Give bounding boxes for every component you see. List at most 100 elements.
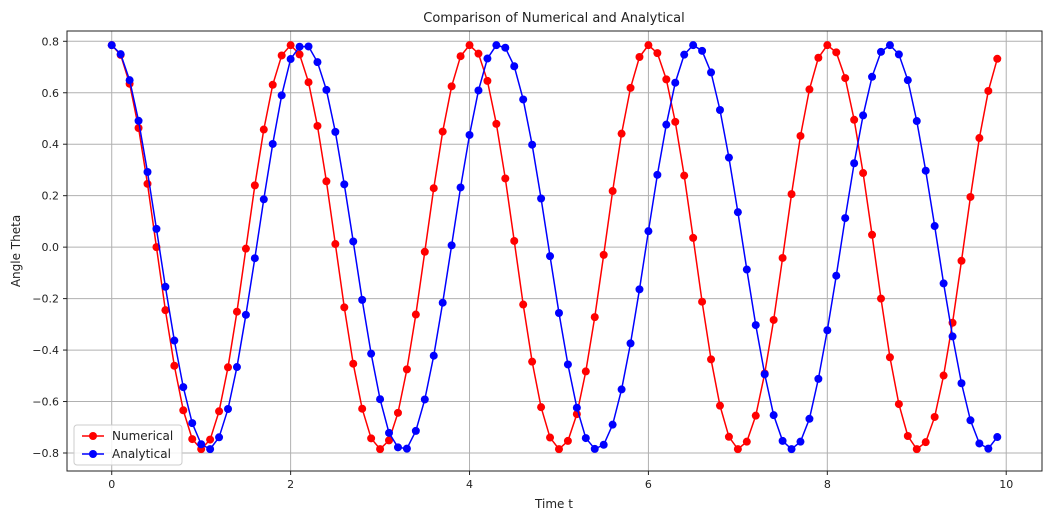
numerical-series-line bbox=[111, 44, 998, 451]
numerical-point bbox=[635, 52, 644, 61]
numerical-point bbox=[814, 53, 823, 62]
analytical-point bbox=[975, 439, 984, 448]
analytical-point bbox=[232, 363, 241, 372]
analytical-point bbox=[510, 62, 519, 71]
y-tick-label: −0.2 bbox=[32, 293, 59, 306]
numerical-point bbox=[984, 86, 993, 95]
numerical-point bbox=[546, 433, 555, 442]
analytical-point bbox=[921, 166, 930, 175]
analytical-point bbox=[814, 374, 823, 383]
numerical-point bbox=[671, 117, 680, 126]
numerical-point bbox=[474, 49, 483, 58]
numerical-point bbox=[689, 233, 698, 242]
legend-marker-numerical bbox=[89, 432, 97, 440]
numerical-point bbox=[993, 54, 1002, 63]
analytical-point bbox=[850, 159, 859, 168]
analytical-point bbox=[474, 86, 483, 95]
y-tick-label: 0.2 bbox=[42, 190, 60, 203]
analytical-point bbox=[903, 76, 912, 85]
numerical-point bbox=[885, 353, 894, 362]
analytical-point bbox=[626, 339, 635, 348]
y-tick-label: −0.4 bbox=[32, 344, 59, 357]
analytical-point bbox=[769, 411, 778, 420]
numerical-point bbox=[376, 445, 385, 454]
numerical-point bbox=[215, 407, 224, 416]
numerical-point bbox=[295, 50, 304, 59]
numerical-point bbox=[733, 445, 742, 454]
analytical-point bbox=[984, 444, 993, 453]
analytical-point bbox=[206, 445, 215, 454]
analytical-point bbox=[554, 309, 563, 318]
analytical-point bbox=[948, 332, 957, 341]
y-tick-label: 0.6 bbox=[42, 87, 60, 100]
analytical-point bbox=[608, 420, 617, 429]
numerical-point bbox=[957, 256, 966, 265]
analytical-point bbox=[760, 370, 769, 379]
numerical-point bbox=[778, 253, 787, 262]
numerical-point bbox=[644, 41, 653, 50]
numerical-point bbox=[939, 371, 948, 380]
numerical-point bbox=[724, 432, 733, 441]
analytical-point bbox=[438, 298, 447, 307]
analytical-point bbox=[304, 42, 313, 51]
numerical-point bbox=[161, 306, 170, 315]
analytical-point bbox=[134, 116, 143, 125]
numerical-point bbox=[563, 436, 572, 445]
numerical-point bbox=[510, 236, 519, 245]
numerical-point bbox=[179, 406, 188, 415]
numerical-point bbox=[206, 435, 215, 444]
analytical-point bbox=[331, 127, 340, 136]
numerical-point bbox=[590, 313, 599, 322]
numerical-point bbox=[698, 297, 707, 306]
numerical-point bbox=[420, 247, 429, 256]
ticks: 0 2 4 6 8 10 −0.8 −0.6 −0.4 −0.2 0.0 0.2 0.4 0.6 0.8 bbox=[32, 35, 1013, 491]
numerical-point bbox=[438, 127, 447, 136]
analytical-point bbox=[572, 403, 581, 412]
analytical-point bbox=[376, 395, 385, 404]
numerical-point bbox=[850, 115, 859, 124]
x-axis-label: Time t bbox=[534, 497, 573, 511]
analytical-point bbox=[832, 271, 841, 280]
analytical-series-line bbox=[111, 44, 998, 451]
numerical-point bbox=[134, 124, 143, 133]
analytical-point bbox=[868, 72, 877, 81]
numerical-point bbox=[715, 401, 724, 410]
plot-frame bbox=[66, 30, 1043, 472]
analytical-point bbox=[733, 208, 742, 217]
analytical-point bbox=[393, 443, 402, 452]
legend-label-numerical: Numerical bbox=[112, 429, 173, 443]
analytical-point bbox=[241, 310, 250, 319]
analytical-point bbox=[501, 43, 510, 52]
series-layer bbox=[107, 41, 1002, 454]
numerical-point bbox=[787, 190, 796, 199]
analytical-point bbox=[894, 50, 903, 59]
numerical-point bbox=[975, 134, 984, 143]
analytical-point bbox=[590, 444, 599, 453]
analytical-point bbox=[107, 41, 116, 50]
analytical-point bbox=[823, 326, 832, 335]
analytical-point bbox=[689, 41, 698, 50]
numerical-point bbox=[921, 438, 930, 447]
numerical-point bbox=[859, 169, 868, 178]
legend-box bbox=[73, 424, 183, 466]
analytical-point bbox=[268, 139, 277, 148]
analytical-point bbox=[662, 120, 671, 129]
analytical-point bbox=[841, 214, 850, 223]
analytical-point bbox=[492, 41, 501, 50]
numerical-point bbox=[313, 121, 322, 130]
analytical-point bbox=[349, 237, 358, 246]
analytical-point bbox=[653, 170, 662, 179]
numerical-point bbox=[268, 80, 277, 89]
analytical-point bbox=[599, 440, 608, 449]
analytical-point bbox=[179, 383, 188, 392]
numerical-point bbox=[894, 400, 903, 409]
numerical-point bbox=[402, 365, 411, 374]
x-tick-label: 8 bbox=[824, 478, 831, 491]
analytical-point bbox=[429, 351, 438, 360]
numerical-point bbox=[554, 445, 563, 454]
numerical-point bbox=[662, 75, 671, 84]
y-tick-label: −0.6 bbox=[32, 396, 59, 409]
analytical-point bbox=[385, 428, 394, 437]
analytical-point bbox=[152, 224, 161, 233]
numerical-point bbox=[340, 303, 349, 312]
